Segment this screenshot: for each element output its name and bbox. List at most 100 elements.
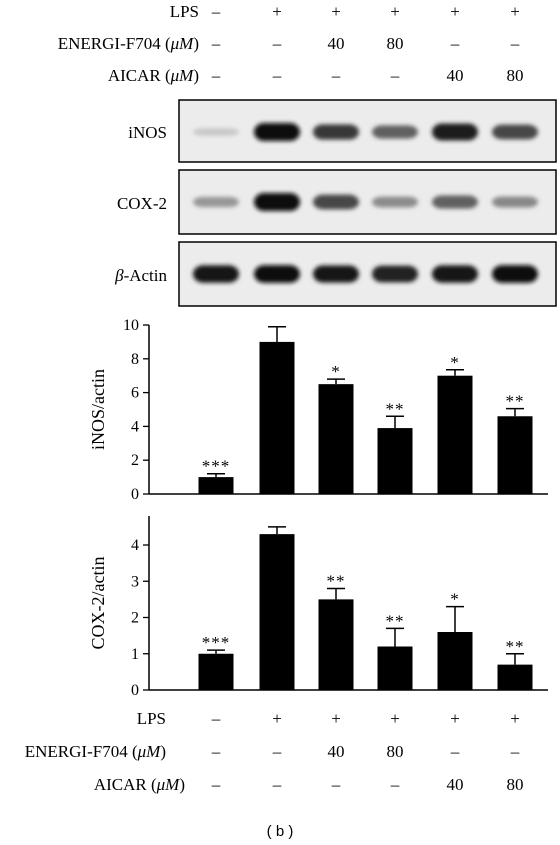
condition-value: 80	[387, 742, 404, 761]
condition-value: –	[211, 742, 221, 761]
bar	[259, 534, 295, 690]
y-axis-label: COX-2/actin	[88, 557, 108, 650]
blot-label-cox2: COX-2	[117, 194, 167, 213]
condition-value: +	[450, 2, 460, 21]
condition-value: –	[331, 66, 341, 85]
condition-value: 80	[387, 34, 404, 53]
blot-band	[193, 196, 239, 208]
blot-band	[372, 196, 418, 208]
significance-marker: *	[450, 353, 460, 372]
blot-label-inos: iNOS	[128, 123, 167, 142]
condition-value: –	[211, 709, 221, 728]
condition-value: –	[450, 742, 460, 761]
condition-value: +	[450, 709, 460, 728]
aicar-label: AICAR (μM)	[108, 66, 199, 85]
condition-value: –	[272, 34, 282, 53]
condition-value: 40	[328, 34, 345, 53]
energi-label-bottom: ENERGI-F704 (μM)	[25, 742, 166, 761]
y-axis-label: iNOS/actin	[88, 369, 108, 450]
significance-marker: *	[450, 590, 460, 609]
significance-marker: ***	[202, 457, 231, 476]
bar	[497, 664, 533, 690]
aicar-label-bottom: AICAR (μM)	[94, 775, 185, 794]
bar	[437, 375, 473, 494]
condition-value: +	[510, 709, 520, 728]
condition-value: 80	[507, 66, 524, 85]
y-tick-label: 4	[131, 418, 139, 435]
blot-band	[372, 125, 418, 139]
blot-band	[432, 123, 478, 141]
figure-caption: ( b )	[267, 823, 294, 840]
y-tick-label: 0	[131, 486, 139, 503]
bottom-condition-table: LPS ENERGI-F704 (μM) AICAR (μM) – + + + + + – –…	[25, 709, 524, 794]
condition-value: –	[390, 66, 400, 85]
bar	[318, 384, 354, 494]
blot-panel-cox2: COX-2	[117, 169, 557, 235]
bar	[437, 632, 473, 690]
significance-marker: *	[331, 362, 341, 381]
y-tick-label: 4	[131, 537, 139, 554]
blot-band	[372, 265, 418, 283]
blot-panel-inos: iNOS	[128, 99, 557, 163]
y-tick-label: 2	[131, 610, 139, 627]
significance-marker: **	[506, 392, 525, 411]
condition-value: –	[272, 66, 282, 85]
blot-label-actin: β-Actin	[114, 266, 167, 285]
blot-band	[254, 123, 300, 141]
condition-value: –	[272, 775, 282, 794]
lps-label: LPS	[170, 2, 199, 21]
condition-value: –	[211, 34, 221, 53]
condition-value: –	[211, 775, 221, 794]
top-condition-table: LPS ENERGI-F704 (μM) AICAR (μM) – + + + + + – –…	[58, 2, 524, 85]
condition-value: +	[510, 2, 520, 21]
blot-band	[313, 265, 359, 283]
energi-label: ENERGI-F704 (μM)	[58, 34, 199, 53]
condition-value: 80	[507, 775, 524, 794]
y-tick-label: 0	[131, 682, 139, 699]
y-tick-label: 6	[131, 385, 139, 402]
y-tick-label: 8	[131, 351, 139, 368]
condition-value: 40	[328, 742, 345, 761]
condition-value: +	[390, 2, 400, 21]
condition-value: –	[510, 34, 520, 53]
condition-value: –	[211, 2, 221, 21]
condition-value: +	[331, 2, 341, 21]
blot-band	[254, 265, 300, 283]
significance-marker: **	[386, 399, 405, 418]
condition-value: +	[272, 2, 282, 21]
significance-marker: **	[327, 572, 346, 591]
condition-value: –	[211, 66, 221, 85]
bar	[198, 653, 234, 690]
y-tick-label: 3	[131, 573, 139, 590]
bar	[318, 599, 354, 690]
blot-band	[492, 124, 538, 140]
condition-value: –	[390, 775, 400, 794]
lps-label-bottom: LPS	[137, 709, 166, 728]
y-tick-label: 2	[131, 452, 139, 469]
condition-value: –	[450, 34, 460, 53]
blot-band	[193, 265, 239, 283]
bar	[259, 341, 295, 494]
condition-value: –	[272, 742, 282, 761]
bar	[377, 646, 413, 690]
condition-value: 40	[447, 775, 464, 794]
blot-band	[193, 128, 239, 136]
blot-band	[432, 265, 478, 283]
significance-marker: **	[386, 611, 405, 630]
y-tick-label: 10	[123, 317, 139, 334]
condition-value: –	[510, 742, 520, 761]
blot-band	[313, 124, 359, 140]
bar	[497, 416, 533, 494]
y-tick-label: 1	[131, 646, 139, 663]
significance-marker: ***	[202, 633, 231, 652]
blot-band	[492, 265, 538, 283]
condition-value: +	[390, 709, 400, 728]
blot-panel-actin: β-Actin	[114, 241, 557, 307]
condition-value: +	[331, 709, 341, 728]
condition-value: +	[272, 709, 282, 728]
condition-value: 40	[447, 66, 464, 85]
condition-value: –	[331, 775, 341, 794]
